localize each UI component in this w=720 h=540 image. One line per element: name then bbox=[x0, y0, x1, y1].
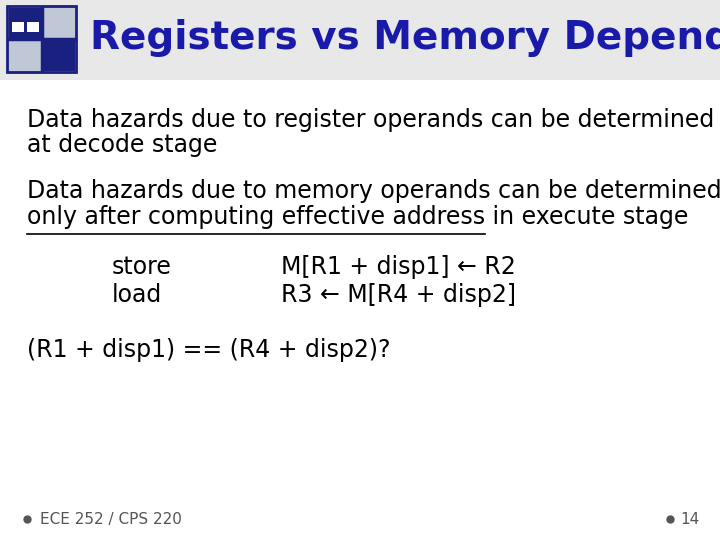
Text: store: store bbox=[112, 255, 171, 279]
Text: ECE 252 / CPS 220: ECE 252 / CPS 220 bbox=[40, 512, 182, 527]
Text: only after computing effective address: only after computing effective address bbox=[27, 205, 485, 229]
Text: R3 ← M[R4 + disp2]: R3 ← M[R4 + disp2] bbox=[281, 283, 516, 307]
Text: (R1 + disp1) == (R4 + disp2)?: (R1 + disp1) == (R4 + disp2)? bbox=[27, 338, 391, 361]
FancyBboxPatch shape bbox=[7, 6, 76, 72]
Text: Data hazards due to memory operands can be determined: Data hazards due to memory operands can … bbox=[27, 179, 720, 203]
Text: in execute stage: in execute stage bbox=[485, 205, 689, 229]
FancyBboxPatch shape bbox=[0, 0, 720, 80]
Text: load: load bbox=[112, 283, 162, 307]
FancyBboxPatch shape bbox=[42, 39, 75, 71]
FancyBboxPatch shape bbox=[27, 22, 39, 32]
Text: Registers vs Memory Dependence: Registers vs Memory Dependence bbox=[90, 19, 720, 57]
Text: M[R1 + disp1] ← R2: M[R1 + disp1] ← R2 bbox=[281, 255, 516, 279]
FancyBboxPatch shape bbox=[12, 22, 24, 32]
FancyBboxPatch shape bbox=[9, 8, 42, 39]
Text: Data hazards due to register operands can be determined: Data hazards due to register operands ca… bbox=[27, 108, 715, 132]
Text: at decode stage: at decode stage bbox=[27, 133, 217, 157]
Text: 14: 14 bbox=[680, 512, 700, 527]
